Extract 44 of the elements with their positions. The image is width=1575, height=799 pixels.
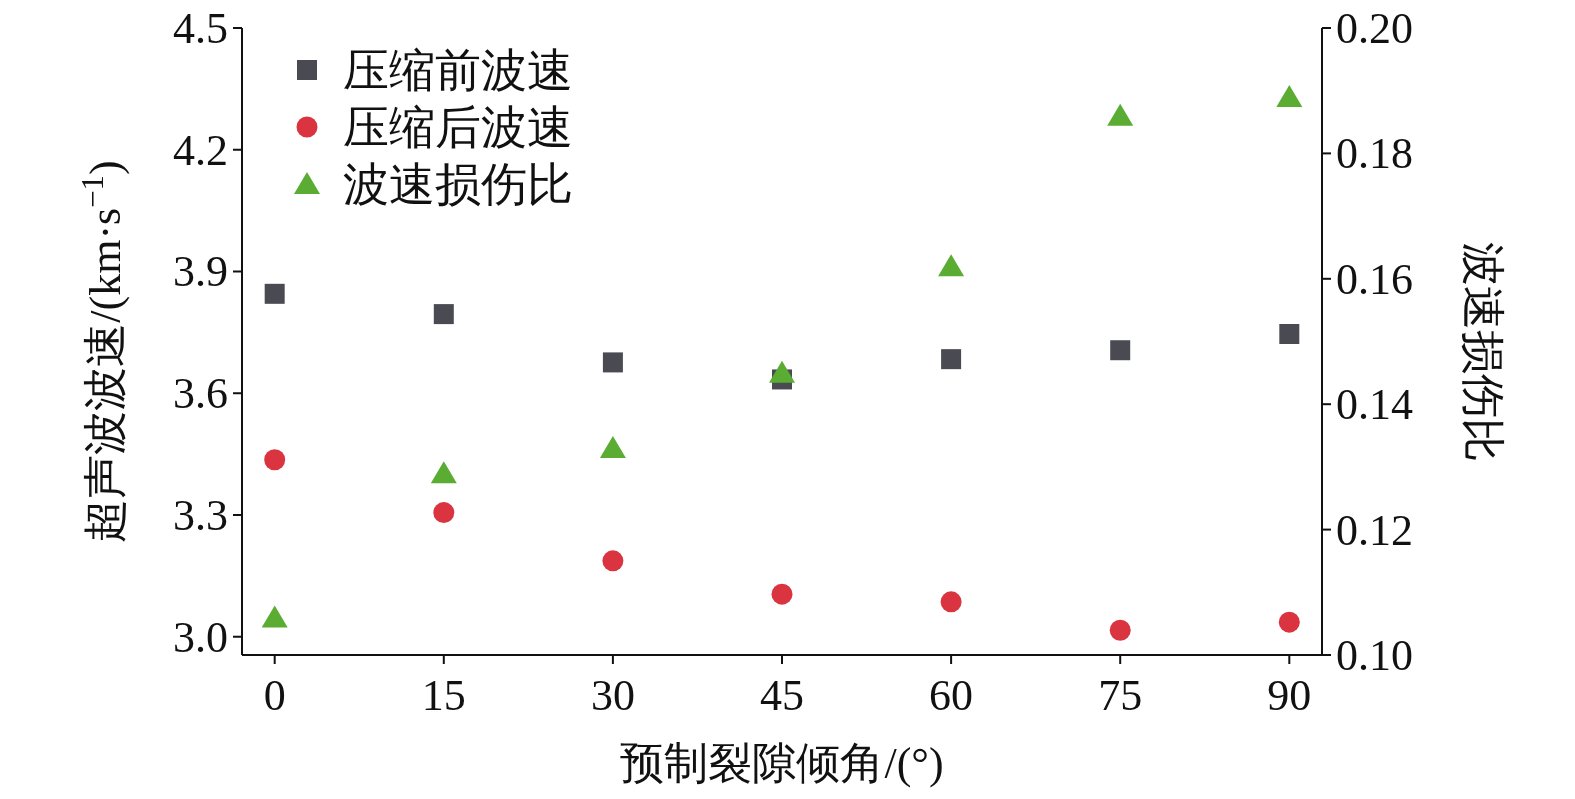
y-tick-label: 3.0 [173,612,228,662]
y-tick-label: 4.2 [173,125,228,175]
y2-axis-title: 波速损伤比 [1458,241,1507,462]
y2-tick-label: 0.16 [1336,254,1413,304]
point [430,461,457,484]
point [1278,611,1300,633]
y-tick-label: 4.5 [173,4,228,53]
point [1109,619,1131,641]
x-tick-label: 60 [929,671,974,720]
point [264,449,286,471]
point [1279,323,1300,344]
point [771,583,793,605]
point [261,605,288,628]
x-tick-label: 75 [1098,671,1143,720]
point [602,550,624,572]
y-tick-label: 3.3 [173,490,228,540]
x-tick-label: 30 [590,671,635,720]
point [941,349,962,370]
point [1107,103,1134,126]
point [938,254,965,277]
y-tick-label: 3.6 [173,369,228,419]
y2-tick-label: 0.20 [1336,4,1413,53]
x-axis-title: 预制裂隙倾角/(°) [620,739,944,788]
x-tick-label: 90 [1267,671,1312,720]
y-tick-label: 3.9 [173,247,228,297]
y2-tick-label: 0.18 [1336,129,1413,179]
point [264,283,285,304]
point [1110,340,1131,361]
y2-tick-label: 0.12 [1336,505,1413,555]
legend-label: 压缩后波速 [343,102,573,153]
legend-label: 波速损伤比 [343,159,573,210]
point [1276,84,1303,107]
x-tick-label: 0 [263,671,286,720]
point [599,436,626,459]
legend-label: 压缩前波速 [343,45,573,96]
point [940,591,962,613]
y2-tick-label: 0.14 [1336,380,1413,430]
x-tick-label: 15 [421,671,466,720]
point [602,352,623,373]
point [433,304,454,325]
y2-tick-label: 0.10 [1336,631,1413,680]
x-tick-label: 45 [760,671,804,720]
point [769,360,795,383]
point [433,502,455,524]
